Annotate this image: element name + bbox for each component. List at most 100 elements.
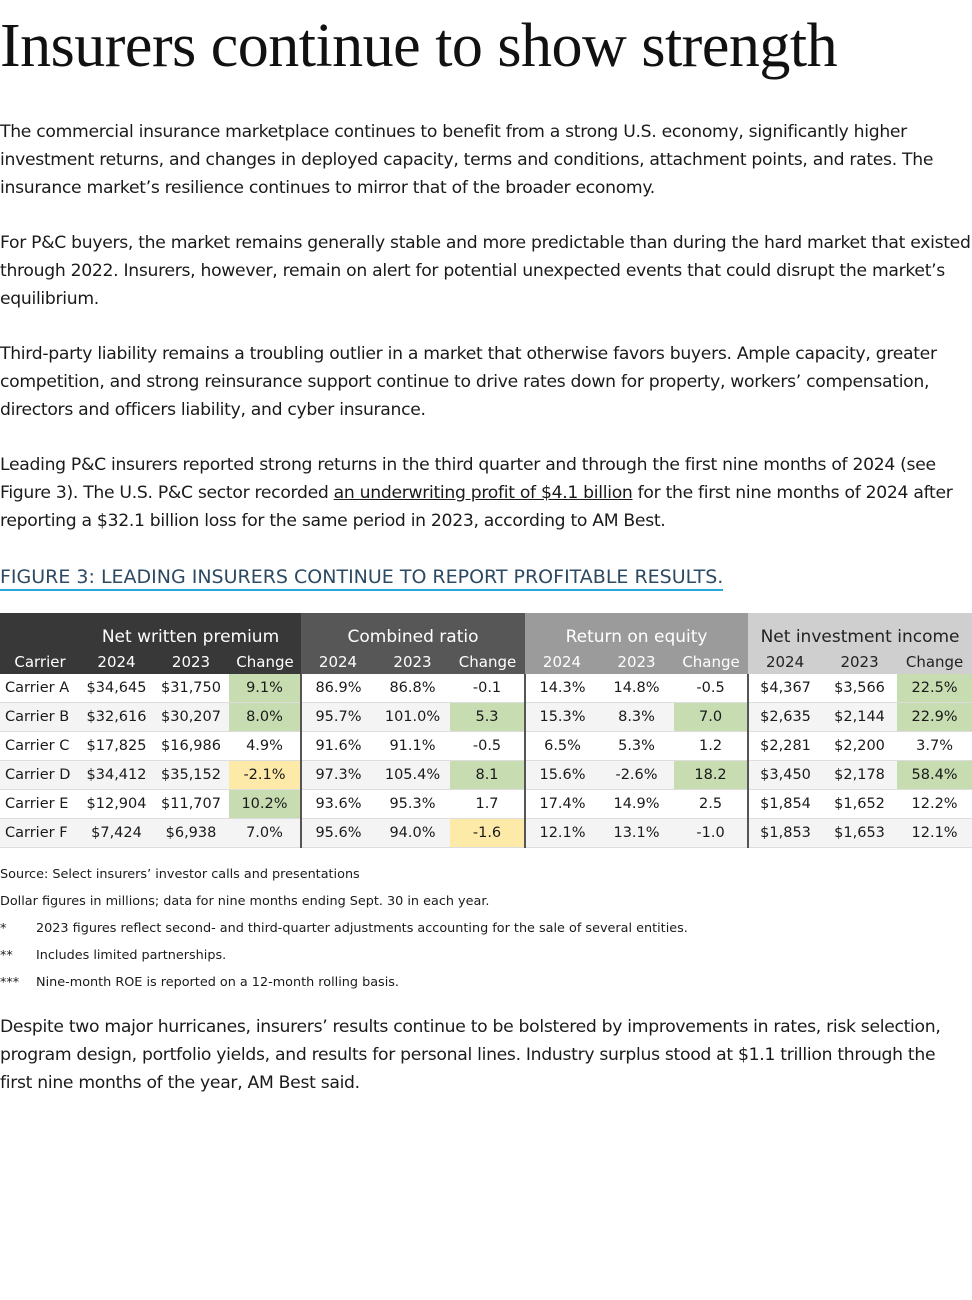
- value-cell: 12.1%: [897, 818, 972, 848]
- carrier-cell: Carrier D: [0, 760, 80, 790]
- value-cell: 12.1%: [524, 818, 600, 848]
- value-cell: 8.3%: [599, 702, 675, 732]
- value-cell: 6.5%: [524, 731, 600, 761]
- footnote-marker: ***: [0, 975, 20, 990]
- value-cell: $6,938: [153, 818, 229, 848]
- paragraph: The commercial insurance marketplace con…: [0, 122, 934, 198]
- value-cell: $2,144: [822, 702, 898, 732]
- paragraph: For P&C buyers, the market remains gener…: [0, 233, 971, 309]
- paragraph: Leading P&C insurers reported strong ret…: [0, 451, 972, 535]
- value-cell: $30,207: [153, 702, 229, 732]
- value-cell: 14.3%: [524, 674, 600, 703]
- column-header: 2024: [748, 649, 823, 674]
- paragraph: Third-party liability remains a troublin…: [0, 344, 937, 420]
- value-cell: $31,750: [153, 674, 229, 703]
- caption-text: FIGURE 3: LEADING INSURERS CONTINUE TO R…: [0, 566, 724, 591]
- data-table: Net written premium Combined ratio Return …: [0, 613, 972, 848]
- value-cell: 17.4%: [524, 789, 600, 819]
- group-header: Return on equity: [525, 613, 749, 649]
- carrier-cell: Carrier E: [0, 789, 80, 819]
- value-cell: 86.9%: [300, 674, 375, 703]
- group-header: Combined ratio: [301, 613, 526, 649]
- value-cell: $4,367: [747, 674, 823, 703]
- text: for the first nine months of 2024 after …: [0, 483, 953, 531]
- value-cell: $35,152: [153, 760, 229, 790]
- column-header: 2023: [153, 649, 229, 674]
- value-cell: $3,566: [822, 674, 898, 703]
- data-row: Carrier C $17,825 $16,986 4.9% 91.6% 91.1% -0.…: [0, 731, 972, 761]
- value-cell: -1.0: [674, 818, 749, 848]
- carrier-cell: Carrier F: [0, 818, 80, 848]
- value-cell: 93.6%: [300, 789, 375, 819]
- column-header: 2024: [301, 649, 375, 674]
- value-cell: 10.2%: [229, 789, 301, 819]
- value-cell: 14.8%: [599, 674, 675, 703]
- title: Insurers continue to show strength: [0, 12, 838, 80]
- value-cell: 22.9%: [897, 702, 972, 732]
- value-cell: 5.3%: [599, 731, 675, 761]
- paragraph: Despite two major hurricanes, insurers’ …: [0, 1017, 941, 1093]
- footnote-text: Includes limited partnerships.: [36, 948, 227, 963]
- value-cell: $2,635: [747, 702, 823, 732]
- link[interactable]: an underwriting profit of $4.1 billion: [333, 483, 633, 503]
- column-header-row: Carrier 2024 2023 Change 2024 2023 Change 2024 2…: [0, 649, 972, 674]
- value-cell: $34,645: [80, 674, 153, 703]
- value-cell: $7,424: [80, 818, 153, 848]
- value-cell: 9.1%: [229, 674, 301, 703]
- column-header: Change: [674, 649, 749, 674]
- value-cell: 101.0%: [375, 702, 450, 732]
- value-cell: -0.5: [674, 674, 749, 703]
- value-cell: -0.5: [450, 731, 526, 761]
- group-header-row: Net written premium Combined ratio Return …: [0, 613, 972, 649]
- value-cell: -2.1%: [229, 760, 301, 790]
- footnote-text: Nine-month ROE is reported on a 12-month…: [36, 975, 400, 990]
- value-cell: 15.6%: [524, 760, 600, 790]
- value-cell: 5.3: [450, 702, 526, 732]
- column-header: Change: [229, 649, 301, 674]
- value-cell: $16,986: [153, 731, 229, 761]
- value-cell: 18.2: [674, 760, 749, 790]
- data-row: Carrier A $34,645 $31,750 9.1% 86.9% 86.8% -0.…: [0, 674, 972, 703]
- value-cell: 12.2%: [897, 789, 972, 819]
- value-cell: -0.1: [450, 674, 526, 703]
- value-cell: $1,652: [822, 789, 898, 819]
- column-header: Change: [897, 649, 972, 674]
- carrier-cell: Carrier C: [0, 731, 80, 761]
- value-cell: 8.1: [450, 760, 526, 790]
- column-header: Change: [450, 649, 526, 674]
- data-row: Carrier F $7,424 $6,938 7.0% 95.6% 94.0% -1.6 1…: [0, 818, 972, 848]
- value-cell: $17,825: [80, 731, 153, 761]
- value-cell: $2,281: [747, 731, 823, 761]
- note: Dollar figures in millions; data for nin…: [0, 894, 490, 909]
- carrier-cell: Carrier B: [0, 702, 80, 732]
- data-row: Carrier B $32,616 $30,207 8.0% 95.7% 101.0% 5.…: [0, 702, 972, 732]
- value-cell: $1,853: [747, 818, 823, 848]
- value-cell: 2.5: [674, 789, 749, 819]
- data-row: Carrier E $12,904 $11,707 10.2% 93.6% 95.3% 1.…: [0, 789, 972, 819]
- value-cell: 15.3%: [524, 702, 600, 732]
- column-header: Carrier: [0, 649, 80, 674]
- column-header: 2024: [80, 649, 153, 674]
- header-cell: [0, 613, 80, 649]
- value-cell: 95.3%: [375, 789, 450, 819]
- footnote: * 2023 figures reflect second- and third-…: [0, 915, 972, 942]
- value-cell: $1,653: [822, 818, 898, 848]
- value-cell: 1.7: [450, 789, 526, 819]
- value-cell: 14.9%: [599, 789, 675, 819]
- value-cell: $2,178: [822, 760, 898, 790]
- column-header: 2023: [822, 649, 898, 674]
- value-cell: 95.7%: [300, 702, 375, 732]
- value-cell: 97.3%: [300, 760, 375, 790]
- data-row: Carrier D $34,412 $35,152 -2.1% 97.3% 105.4% 8…: [0, 760, 972, 790]
- value-cell: $2,200: [822, 731, 898, 761]
- group-header: Net written premium: [80, 613, 301, 649]
- carrier-cell: Carrier A: [0, 674, 80, 703]
- value-cell: 7.0: [674, 702, 749, 732]
- footnote: ** Includes limited partnerships.: [0, 942, 972, 969]
- value-cell: 7.0%: [229, 818, 301, 848]
- group-header: Net investment income: [748, 613, 972, 649]
- value-cell: 3.7%: [897, 731, 972, 761]
- column-header: 2023: [599, 649, 675, 674]
- value-cell: 13.1%: [599, 818, 675, 848]
